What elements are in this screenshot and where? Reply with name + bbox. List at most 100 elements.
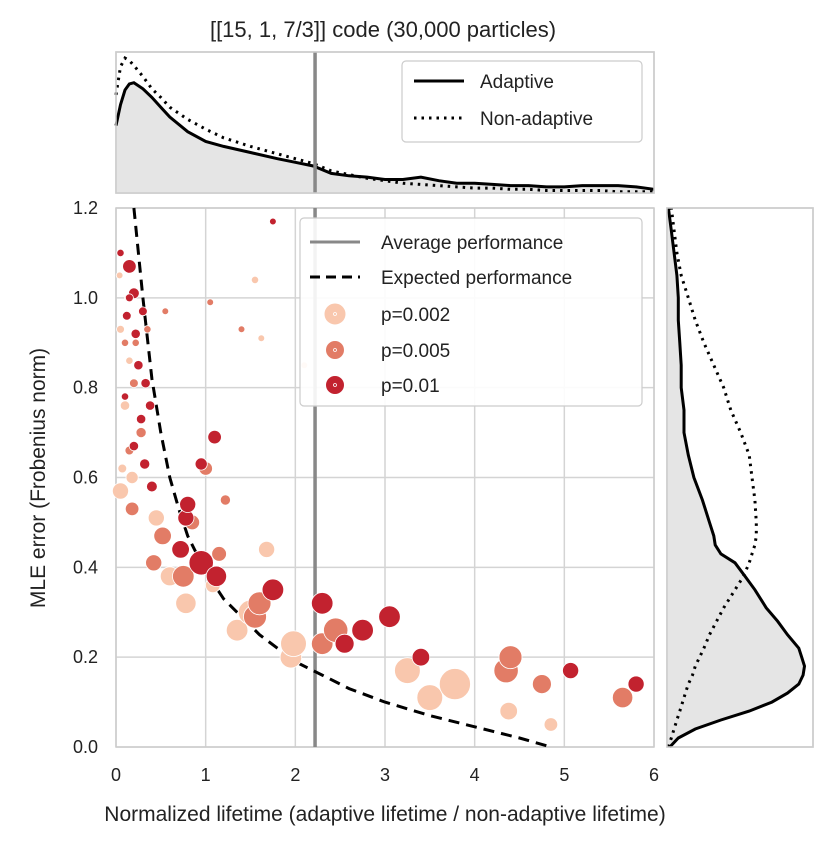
scatter-point-p001 <box>411 648 431 667</box>
scatter-point-p001 <box>261 578 285 602</box>
scatter-point-p0005 <box>153 526 172 546</box>
scatter-point-p001 <box>171 540 190 559</box>
x-tick-label: 1 <box>201 765 211 785</box>
scatter-point-p0005 <box>219 494 231 506</box>
main-legend: Average performance Expected performance… <box>299 217 643 407</box>
scatter-point-p0002 <box>499 701 518 721</box>
scatter-point-p0002 <box>257 334 266 343</box>
right-panel-border <box>666 207 814 748</box>
x-tick-label: 5 <box>559 765 569 785</box>
scatter-point-p001 <box>120 392 130 401</box>
scatter-point-p001 <box>378 605 401 628</box>
legend-p0005-label: p=0.005 <box>381 341 450 362</box>
scatter-point-p0002 <box>438 668 471 701</box>
legend-p0002-label: p=0.002 <box>381 305 450 326</box>
legend-nonadaptive-label: Non-adaptive <box>480 109 593 130</box>
right-adaptive-curve <box>666 207 807 749</box>
scatter-point-p0005 <box>124 501 140 517</box>
chart-title: [[15, 1, 7/3]] code (30,000 particles) <box>210 17 556 42</box>
legend-p001-marker-dot <box>333 383 337 387</box>
scatter-point-p0005 <box>145 554 163 572</box>
scatter-point-p0002 <box>250 275 260 284</box>
x-tick-label: 3 <box>380 765 390 785</box>
scatter-point-p0002 <box>280 630 307 657</box>
scatter-point-p0002 <box>147 509 165 527</box>
legend-adaptive-label: Adaptive <box>480 72 554 93</box>
y-tick-label: 0.2 <box>73 647 98 667</box>
scatter-point-p001 <box>194 457 208 471</box>
scatter-point-p001 <box>351 619 374 642</box>
scatter-point-p0005 <box>206 298 215 307</box>
expected-performance-curve <box>132 207 552 749</box>
y-tick-label: 0.0 <box>73 737 98 757</box>
scatter-point-p0002 <box>125 356 134 365</box>
scatter-point-p001 <box>145 400 156 411</box>
legend-p0002-marker <box>323 302 347 326</box>
x-tick-label: 6 <box>649 765 659 785</box>
scatter-point-p0005 <box>532 674 552 694</box>
scatter-point-p001 <box>116 248 125 257</box>
scatter-point-p001 <box>140 378 151 389</box>
y-tick-label: 0.6 <box>73 468 98 488</box>
legend-p001-label: p=0.01 <box>381 376 440 397</box>
top-adaptive-curve <box>114 81 655 191</box>
scatter-point-p001 <box>133 360 144 371</box>
main-legend-box <box>299 217 643 407</box>
legend-expected-label: Expected performance <box>381 268 572 289</box>
y-tick-label: 0.8 <box>73 378 98 398</box>
top-panel-border <box>115 51 655 194</box>
scatter-point-p0002 <box>225 619 249 642</box>
scatter-point-p001 <box>124 293 134 303</box>
scatter-point-p0005 <box>143 325 152 334</box>
main-panel-frame <box>115 207 655 748</box>
x-axis-label: Normalized lifetime (adaptive lifetime /… <box>104 803 665 826</box>
legend-p001-marker <box>325 375 345 395</box>
scatter-point-p001 <box>128 440 139 452</box>
scatter-point-p0002 <box>125 470 139 484</box>
scatter-point-p0005 <box>611 686 634 709</box>
x-tick-labels: 0 1 2 3 4 5 6 <box>111 765 659 785</box>
scatter-point-p0002 <box>175 592 197 614</box>
legend-p0002-marker-dot <box>333 312 337 316</box>
scatter-point-p001 <box>207 429 222 445</box>
expected-curve-path <box>132 207 552 749</box>
scatter-point-p0002 <box>117 463 128 474</box>
scatter-point-p0002 <box>112 482 130 500</box>
scatter-point-p0005 <box>237 325 246 334</box>
scatter-point-p0002 <box>115 271 124 280</box>
scatter-point-p001 <box>130 328 141 339</box>
scatter-point-p0002 <box>543 717 559 732</box>
scatter-point-p001 <box>188 550 214 576</box>
scatter-point-p001 <box>205 565 227 587</box>
scatter-point-p0005 <box>211 546 227 562</box>
top-adaptive-fill <box>116 82 654 193</box>
scatter-point-p0002 <box>258 540 276 558</box>
scatter-point-p0005 <box>161 307 170 316</box>
scatter-point-p001 <box>139 458 151 470</box>
y-tick-label: 1.0 <box>73 288 98 308</box>
scatter-point-p001 <box>138 306 148 317</box>
x-tick-label: 2 <box>290 765 300 785</box>
legend-p0005-marker-dot <box>333 348 337 352</box>
scatter-points <box>112 217 645 732</box>
main-scatter-panel: 0 1 2 3 4 5 6 0.0 0.2 0.4 0.6 0.8 1.0 1.2 <box>73 198 659 785</box>
scatter-point-p001 <box>122 310 132 321</box>
scatter-point-p001 <box>311 592 334 615</box>
right-adaptive-fill <box>667 208 805 747</box>
scatter-point-p0002 <box>394 657 421 684</box>
scatter-point-p0005 <box>131 338 140 347</box>
y-tick-label: 1.2 <box>73 198 98 218</box>
scatter-point-p0005 <box>135 427 147 439</box>
legend-average-label: Average performance <box>381 233 563 254</box>
scatter-point-p0002 <box>416 684 444 711</box>
scatter-point-p001 <box>179 495 197 513</box>
scatter-point-p001 <box>136 413 147 425</box>
scatter-point-p001 <box>627 675 645 693</box>
scatter-point-p0002 <box>116 324 125 334</box>
x-tick-label: 0 <box>111 765 121 785</box>
y-tick-label: 0.4 <box>73 557 98 577</box>
scatter-point-p001 <box>562 662 580 680</box>
scatter-point-p001 <box>269 217 277 226</box>
top-density-panel <box>114 51 655 194</box>
